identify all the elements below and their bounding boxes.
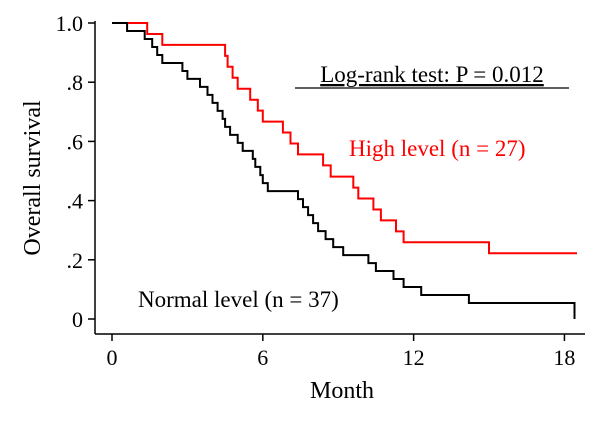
series-line-normal xyxy=(112,22,576,319)
x-tick-label: 0 xyxy=(107,345,118,370)
series-label-high: High level (n = 27) xyxy=(349,136,526,161)
x-tick-label: 18 xyxy=(553,345,575,370)
y-tick-label: 1.0 xyxy=(56,11,84,36)
y-tick-label: 0 xyxy=(72,307,83,332)
y-tick-label: .2 xyxy=(67,248,84,273)
y-tick-label: .6 xyxy=(67,129,84,154)
y-tick-label: .4 xyxy=(67,189,84,214)
x-tick-label: 6 xyxy=(257,345,268,370)
x-tick-label: 12 xyxy=(403,345,425,370)
y-tick-label: .8 xyxy=(67,70,84,95)
axes xyxy=(94,21,585,335)
y-ticks: 0 .2 .4 .6 .8 1.0 xyxy=(56,11,95,332)
series-layer xyxy=(112,22,577,319)
series-label-normal: Normal level (n = 37) xyxy=(138,287,339,312)
x-ticks: 0 6 12 18 xyxy=(107,334,575,370)
series-line-high xyxy=(112,22,577,255)
y-axis-title: Overall survival xyxy=(20,100,46,256)
logrank-annotation: Log-rank test: P = 0.012 xyxy=(320,62,544,87)
x-axis-title: Month xyxy=(310,378,374,404)
